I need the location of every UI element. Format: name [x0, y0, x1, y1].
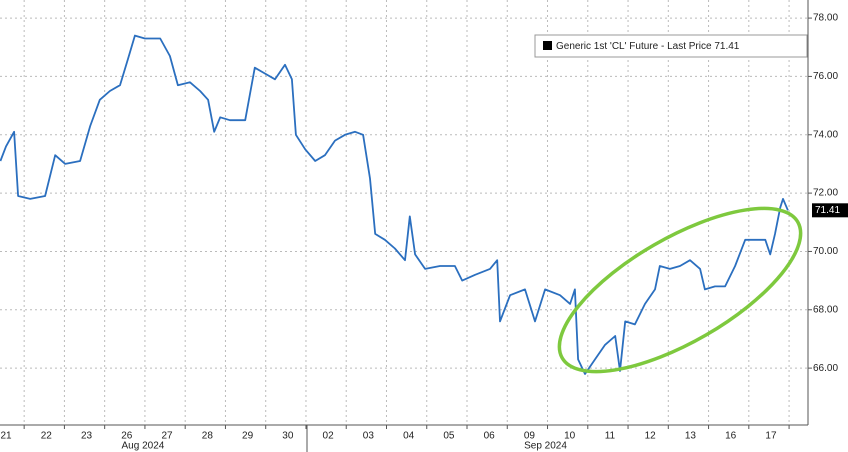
x-tick-label: 22 [41, 431, 53, 442]
last-price-tag: 71.41 [812, 203, 848, 218]
x-tick-label: 12 [645, 431, 657, 442]
y-tick-label: 70.00 [813, 246, 838, 257]
x-tick-label: 29 [242, 431, 254, 442]
last-price-box [812, 203, 848, 218]
x-tick-label: 03 [363, 431, 375, 442]
y-tick-label: 78.00 [813, 13, 838, 24]
x-tick-label: 16 [725, 431, 737, 442]
last-price-label: 71.41 [815, 205, 840, 216]
y-tick-label: 68.00 [813, 304, 838, 315]
grid [0, 0, 808, 425]
x-tick-label: 23 [81, 431, 93, 442]
y-tick-label: 76.00 [813, 71, 838, 82]
legend-label: Generic 1st 'CL' Future - Last Price 71.… [556, 41, 740, 52]
x-tick-label: 06 [484, 431, 496, 442]
price-line [0, 34, 789, 375]
x-tick-label: 13 [685, 431, 697, 442]
x-tick-label: 21 [0, 431, 12, 442]
legend-name: Generic 1st 'CL' Future - Last Price [556, 41, 712, 52]
x-tick-label: 02 [323, 431, 335, 442]
x-tick-label: 26 [121, 431, 133, 442]
x-tick-label: 05 [443, 431, 455, 442]
legend [534, 34, 808, 58]
x-tick-label: 28 [202, 431, 214, 442]
x-tick-label: 17 [765, 431, 777, 442]
legend-price: 71.41 [714, 41, 739, 52]
highlight-ellipse [557, 206, 803, 374]
y-tick-label: 72.00 [813, 188, 838, 199]
x-tick-label: 30 [282, 431, 294, 442]
x-group-label: Aug 2024 [122, 441, 165, 452]
x-tick-label: 10 [564, 431, 576, 442]
x-tick-label: 11 [605, 431, 616, 442]
legend-swatch [543, 41, 552, 50]
y-tick-label: 74.00 [813, 129, 838, 140]
x-tick-label: 27 [162, 431, 174, 442]
x-tick-label: 09 [524, 431, 536, 442]
plot [0, 34, 789, 375]
y-tick-label: 66.00 [813, 363, 838, 374]
x-tick-label: 04 [403, 431, 415, 442]
x-group-label: Sep 2024 [524, 441, 567, 452]
